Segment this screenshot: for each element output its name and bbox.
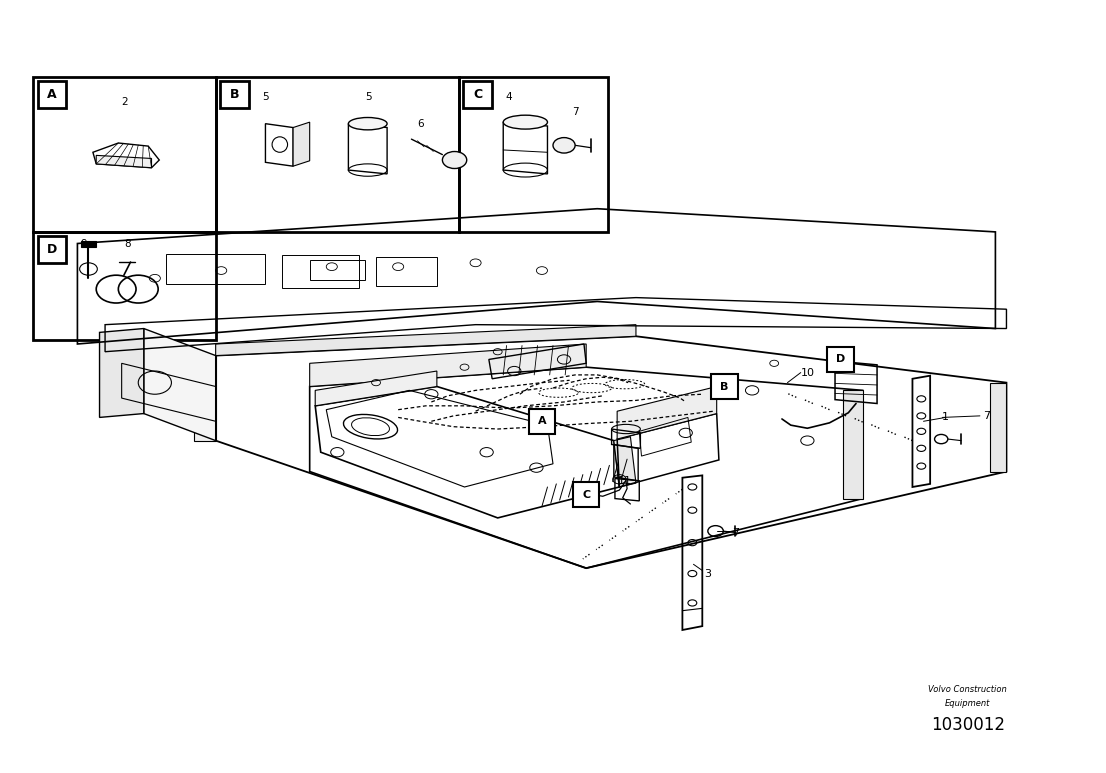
Polygon shape	[194, 356, 216, 441]
Bar	[459, 77, 608, 232]
Text: 7: 7	[983, 411, 990, 421]
Circle shape	[553, 138, 575, 153]
Polygon shape	[990, 383, 1006, 472]
Ellipse shape	[503, 115, 547, 129]
Bar	[711, 374, 738, 400]
Text: 3: 3	[705, 569, 711, 578]
Bar	[282, 255, 359, 288]
Polygon shape	[216, 325, 636, 356]
Text: 6: 6	[417, 119, 424, 128]
Bar	[827, 346, 854, 372]
Bar	[376, 257, 437, 286]
Polygon shape	[617, 386, 717, 439]
Text: 7: 7	[732, 529, 739, 538]
Text: 8: 8	[124, 240, 131, 249]
Bar	[463, 81, 492, 108]
Text: 9: 9	[81, 240, 87, 249]
Text: B: B	[720, 382, 729, 391]
Bar	[310, 260, 365, 280]
Polygon shape	[315, 371, 437, 406]
Text: A: A	[48, 88, 56, 101]
Text: D: D	[836, 355, 845, 364]
Text: 1: 1	[942, 413, 949, 422]
Polygon shape	[614, 437, 636, 487]
Text: 10: 10	[801, 368, 814, 377]
Polygon shape	[843, 390, 863, 499]
Text: 4: 4	[505, 93, 512, 102]
Polygon shape	[293, 122, 310, 166]
Text: B: B	[230, 88, 239, 101]
Bar	[38, 236, 66, 263]
Text: C: C	[473, 88, 482, 101]
Polygon shape	[144, 329, 216, 441]
Ellipse shape	[348, 117, 387, 130]
Text: 1030012: 1030012	[931, 716, 1004, 734]
Bar	[33, 77, 216, 232]
Text: 5: 5	[365, 93, 372, 102]
Polygon shape	[96, 155, 152, 168]
Text: 2: 2	[122, 97, 128, 107]
Text: D: D	[46, 243, 58, 256]
Bar	[38, 81, 66, 108]
Circle shape	[442, 152, 467, 169]
Text: 7: 7	[572, 107, 578, 117]
Bar	[81, 241, 96, 247]
Text: 5: 5	[262, 93, 269, 102]
Polygon shape	[310, 344, 586, 386]
Text: A: A	[538, 417, 546, 426]
Bar	[573, 482, 599, 508]
Polygon shape	[100, 329, 144, 417]
Bar	[220, 81, 249, 108]
Bar	[529, 408, 555, 434]
Bar	[33, 232, 216, 340]
Text: 11: 11	[618, 476, 632, 485]
Bar	[166, 254, 265, 284]
Bar	[216, 77, 459, 232]
Text: Equipment: Equipment	[945, 699, 991, 708]
Text: Volvo Construction: Volvo Construction	[928, 685, 1008, 694]
Text: C: C	[582, 490, 591, 499]
